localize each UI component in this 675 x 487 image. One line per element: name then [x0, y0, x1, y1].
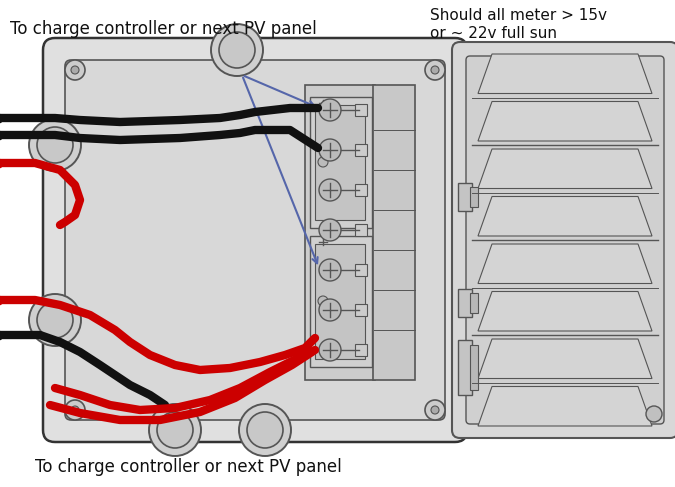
Bar [458, 289, 472, 318]
Text: Should all meter > 15v: Should all meter > 15v [430, 8, 607, 23]
Bar [355, 144, 367, 156]
Circle shape [65, 400, 85, 420]
Circle shape [211, 24, 263, 76]
Circle shape [318, 296, 328, 306]
Circle shape [318, 157, 328, 167]
Circle shape [247, 412, 283, 448]
FancyBboxPatch shape [466, 56, 664, 424]
Polygon shape [478, 244, 652, 283]
Circle shape [319, 259, 341, 281]
Bar [355, 224, 367, 236]
Circle shape [37, 127, 73, 163]
Bar [458, 340, 472, 395]
Bar [310, 236, 372, 367]
Polygon shape [478, 339, 652, 378]
Circle shape [431, 66, 439, 74]
Circle shape [65, 60, 85, 80]
Circle shape [219, 32, 255, 68]
FancyBboxPatch shape [452, 42, 675, 438]
Circle shape [71, 406, 79, 414]
Polygon shape [478, 196, 652, 236]
Circle shape [425, 400, 445, 420]
Bar [470, 187, 478, 207]
Circle shape [37, 302, 73, 338]
Circle shape [29, 119, 81, 171]
Bar [310, 97, 372, 228]
Polygon shape [478, 54, 652, 94]
Circle shape [319, 339, 341, 361]
Bar [470, 345, 478, 390]
Circle shape [319, 219, 341, 241]
Text: To charge controller or next PV panel: To charge controller or next PV panel [35, 458, 342, 476]
Circle shape [646, 406, 662, 422]
Bar [315, 105, 365, 220]
Circle shape [239, 404, 291, 456]
Bar [355, 104, 367, 116]
Polygon shape [478, 387, 652, 426]
Bar [355, 304, 367, 316]
Circle shape [29, 294, 81, 346]
Circle shape [157, 412, 193, 448]
Circle shape [319, 299, 341, 321]
Circle shape [319, 99, 341, 121]
Text: To charge controller or next PV panel: To charge controller or next PV panel [10, 20, 317, 38]
FancyBboxPatch shape [65, 60, 445, 420]
Polygon shape [478, 149, 652, 188]
Circle shape [319, 139, 341, 161]
Text: or ~ 22v full sun: or ~ 22v full sun [430, 26, 557, 41]
Bar [355, 184, 367, 196]
Bar [470, 293, 478, 314]
Circle shape [149, 404, 201, 456]
Bar [373, 85, 415, 380]
Circle shape [431, 406, 439, 414]
Bar [355, 344, 367, 356]
FancyBboxPatch shape [43, 38, 467, 442]
Circle shape [425, 60, 445, 80]
Circle shape [71, 66, 79, 74]
Bar [458, 183, 472, 211]
Bar [305, 85, 375, 380]
Polygon shape [478, 292, 652, 331]
Bar [355, 264, 367, 276]
Bar [315, 244, 365, 359]
Circle shape [319, 179, 341, 201]
Polygon shape [478, 101, 652, 141]
